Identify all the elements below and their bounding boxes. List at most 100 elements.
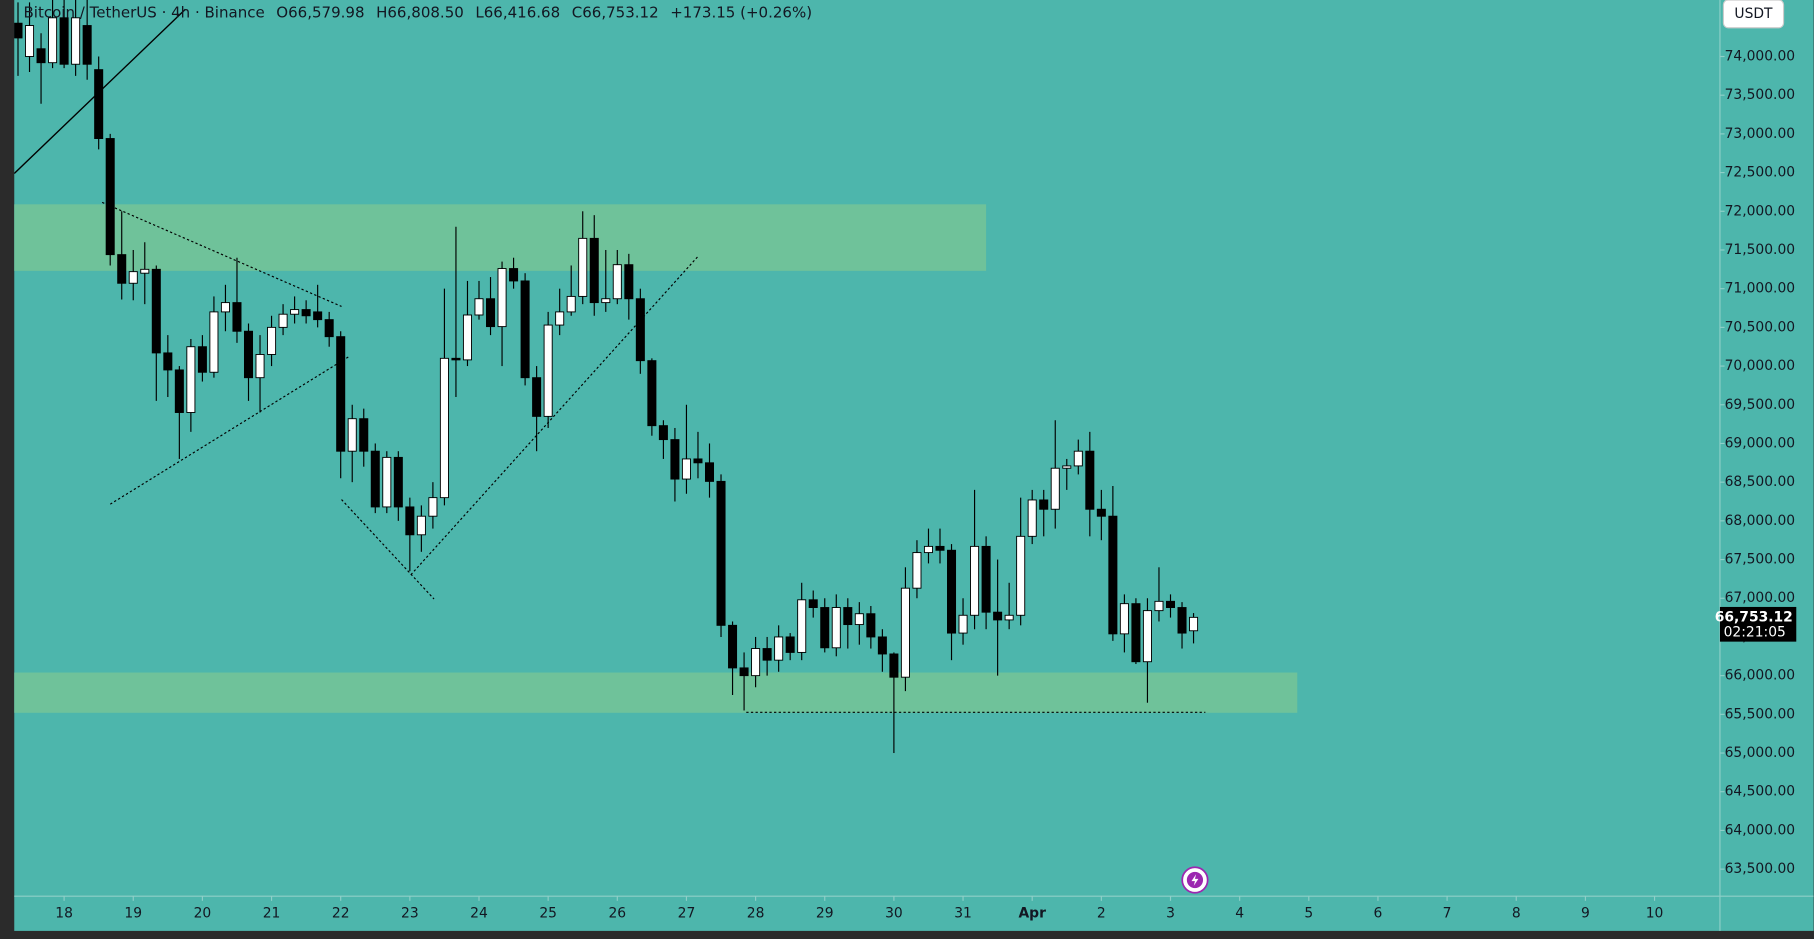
ohlc-key: C [572,3,583,21]
currency-button[interactable] [1722,0,1785,29]
y-tick-label: 72,000.00 [1725,203,1796,219]
candle-body [462,314,472,361]
candle-body [1085,450,1095,510]
last-price-label: 66,753.12 [1715,609,1793,625]
candle-body [278,313,288,328]
candle-body [105,138,115,256]
y-tick-label: 69,000.00 [1725,435,1796,451]
x-tick-label: 21 [263,906,281,922]
y-tick-label: 73,500.00 [1725,87,1796,103]
candle-body [393,456,403,508]
candle-body [25,25,35,57]
candle-body [36,48,46,64]
candle-body [797,599,807,653]
candle-body [774,636,784,661]
ohlc-value: 66,753.12 [582,3,658,21]
candle-body [785,636,795,653]
candle-body [71,17,81,65]
x-tick-label: 24 [470,906,488,922]
candle-body [1073,450,1083,467]
candle-body [232,302,242,332]
trendline [109,355,350,505]
candle-body [900,587,910,678]
candle-body [117,254,127,284]
candle-body [866,613,876,638]
candle-body [1154,600,1164,612]
candle-body [808,599,818,608]
candle-body [59,17,69,65]
candle-body [520,280,530,379]
ohlc-key: O [276,3,288,21]
candle-body [128,271,138,284]
candle-body [739,667,749,677]
x-tick-label: 31 [954,906,972,922]
y-tick-label: 64,000.00 [1725,822,1796,838]
y-tick-label: 70,500.00 [1725,319,1796,335]
candle-body [854,613,864,626]
lightning-icon[interactable] [1181,866,1209,894]
ohlc-value: 66,579.98 [288,3,364,21]
y-tick-label: 69,500.00 [1725,397,1796,413]
candle-body [1119,603,1129,635]
candle-body [140,268,150,274]
x-tick-label: 23 [401,906,419,922]
candle-body [889,653,899,678]
candle-body [474,298,484,316]
candle-body [1177,607,1187,634]
y-tick-label: 67,500.00 [1725,552,1796,568]
candle-body [301,309,311,317]
candle-body [935,545,945,551]
ohlc-value: 66,416.68 [484,3,560,21]
candle-body [635,298,645,362]
candle-body [1165,600,1176,608]
x-tick-label: 18 [55,906,73,922]
candle-body [658,425,668,441]
candle-body [186,346,196,413]
candle-body [1050,467,1060,510]
candle-body [359,418,369,452]
candle-body [209,311,219,373]
x-tick-label: 26 [608,906,626,922]
y-tick-label: 73,000.00 [1725,126,1796,142]
candle-body [923,545,933,554]
candle-body [601,298,611,304]
candle-body [877,636,887,655]
candles [14,0,1199,754]
candle-body [174,369,184,413]
currency-label: USDT [1734,6,1773,22]
symbol: Bitcoin / TetherUS · 4h · Binance [24,3,265,21]
candle-body [843,607,853,626]
y-tick-label: 66,000.00 [1725,668,1796,684]
candle-body [48,17,58,64]
candle-body [313,311,323,321]
candle-body [578,237,588,297]
x-tick-label: 9 [1581,906,1590,922]
candle-body [428,497,438,517]
y-tick-label: 72,500.00 [1725,165,1796,181]
ohlc-key: H [376,3,387,21]
candle-body [970,545,980,616]
y-tick-label: 65,000.00 [1725,745,1796,761]
candle-body [555,311,565,326]
x-tick-label: 7 [1443,906,1452,922]
y-tick-label: 74,000.00 [1725,48,1796,64]
candle-body [958,614,968,634]
candle-body [993,611,1003,621]
x-tick-label: 8 [1512,906,1521,922]
candle-body [831,607,841,649]
y-tick-label: 71,000.00 [1725,281,1796,297]
candle-body [497,268,507,328]
candle-body [981,545,991,613]
candle-body [728,624,738,669]
candle-body [1027,499,1037,537]
y-tick-label: 64,500.00 [1725,784,1796,800]
x-tick-label: 27 [678,906,696,922]
candle-body [416,515,426,536]
zone [14,672,1298,713]
x-tick-label: 25 [539,906,557,922]
ohlc-value: 66,808.50 [387,3,463,21]
candle-body [405,506,415,536]
candle-body [543,324,553,417]
